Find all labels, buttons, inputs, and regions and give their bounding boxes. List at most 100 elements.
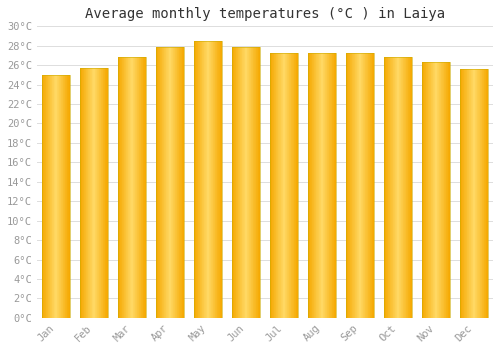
Bar (430, 62, 431, 318)
Bar (394, 57, 396, 318)
Bar (371, 54, 372, 318)
Bar (448, 62, 449, 318)
Bar (140, 57, 141, 318)
Bar (364, 54, 365, 318)
Bar (60, 75, 62, 318)
Bar (43, 75, 44, 318)
Bar (446, 62, 447, 318)
Bar (270, 54, 297, 318)
Bar (463, 69, 464, 318)
Bar (422, 62, 450, 318)
Bar (327, 52, 328, 318)
Bar (462, 69, 463, 318)
Bar (232, 47, 260, 318)
Bar (423, 62, 424, 318)
Bar (179, 47, 180, 318)
Bar (81, 68, 82, 318)
Bar (165, 47, 166, 318)
Bar (121, 57, 122, 318)
Bar (136, 57, 138, 318)
Bar (46, 75, 47, 318)
Bar (360, 54, 362, 318)
Bar (214, 41, 216, 318)
Bar (370, 54, 371, 318)
Bar (128, 57, 129, 318)
Bar (122, 57, 123, 318)
Bar (244, 47, 245, 318)
Bar (348, 54, 349, 318)
Bar (403, 57, 404, 318)
Bar (481, 69, 482, 318)
Bar (123, 57, 124, 318)
Bar (328, 52, 329, 318)
Bar (141, 57, 142, 318)
Bar (212, 41, 214, 318)
Bar (355, 54, 356, 318)
Bar (326, 52, 327, 318)
Bar (365, 54, 366, 318)
Bar (156, 47, 157, 318)
Bar (202, 41, 203, 318)
Bar (449, 62, 450, 318)
Bar (346, 54, 374, 318)
Bar (253, 47, 254, 318)
Bar (279, 54, 280, 318)
Bar (91, 68, 92, 318)
Bar (271, 54, 272, 318)
Bar (145, 57, 146, 318)
Bar (372, 54, 373, 318)
Bar (440, 62, 441, 318)
Bar (422, 62, 423, 318)
Bar (466, 69, 467, 318)
Bar (366, 54, 367, 318)
Bar (259, 47, 260, 318)
Bar (293, 54, 294, 318)
Bar (235, 47, 236, 318)
Bar (216, 41, 217, 318)
Bar (438, 62, 439, 318)
Bar (87, 68, 88, 318)
Bar (292, 54, 293, 318)
Bar (346, 54, 347, 318)
Bar (428, 62, 429, 318)
Bar (329, 52, 330, 318)
Bar (357, 54, 358, 318)
Bar (138, 57, 140, 318)
Bar (144, 57, 145, 318)
Bar (198, 41, 199, 318)
Bar (80, 68, 108, 318)
Bar (284, 54, 286, 318)
Bar (143, 57, 144, 318)
Bar (194, 41, 195, 318)
Bar (432, 62, 434, 318)
Bar (398, 57, 400, 318)
Bar (470, 69, 472, 318)
Bar (66, 75, 67, 318)
Bar (392, 57, 393, 318)
Bar (201, 41, 202, 318)
Bar (47, 75, 48, 318)
Bar (120, 57, 121, 318)
Bar (434, 62, 436, 318)
Bar (86, 68, 87, 318)
Bar (410, 57, 411, 318)
Bar (313, 52, 314, 318)
Bar (171, 47, 172, 318)
Bar (162, 47, 163, 318)
Bar (316, 52, 317, 318)
Bar (405, 57, 406, 318)
Bar (334, 52, 335, 318)
Bar (132, 57, 133, 318)
Bar (250, 47, 252, 318)
Bar (205, 41, 206, 318)
Bar (174, 47, 176, 318)
Bar (358, 54, 360, 318)
Bar (131, 57, 132, 318)
Bar (442, 62, 443, 318)
Bar (42, 75, 70, 318)
Bar (48, 75, 49, 318)
Bar (291, 54, 292, 318)
Bar (234, 47, 235, 318)
Bar (105, 68, 106, 318)
Bar (335, 52, 336, 318)
